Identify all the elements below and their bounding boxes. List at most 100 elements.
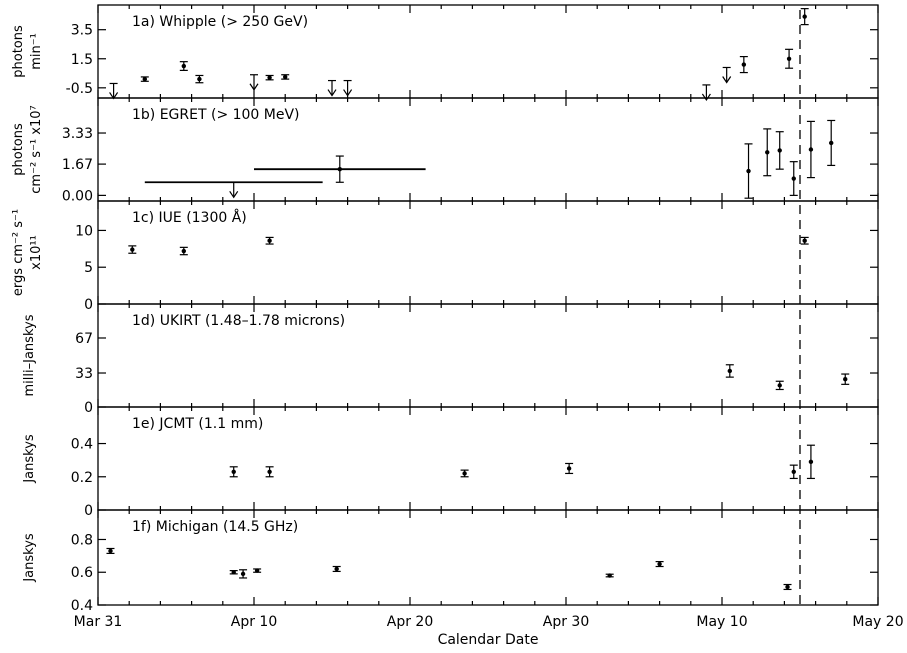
y-tick-label: 0 xyxy=(84,400,93,416)
data-point xyxy=(140,76,149,82)
panel-frame xyxy=(97,509,879,606)
y-tick-label: 0.00 xyxy=(62,188,93,204)
panel-title: 1f) Michigan (14.5 GHz) xyxy=(132,519,298,535)
x-tick-label: Apr 30 xyxy=(543,614,589,630)
point-marker xyxy=(267,75,272,80)
panel-title: 1a) Whipple (> 250 GeV) xyxy=(132,14,308,30)
point-marker xyxy=(334,566,339,572)
data-point xyxy=(806,120,815,179)
data-point xyxy=(789,161,798,196)
data-point xyxy=(655,560,664,568)
upper-limit-marker xyxy=(109,82,119,100)
upper-limit-marker xyxy=(249,74,259,91)
point-marker xyxy=(181,63,186,69)
point-marker xyxy=(142,76,147,82)
data-point xyxy=(800,8,809,26)
data-point xyxy=(179,246,188,256)
x-tick-label: May 20 xyxy=(852,614,903,630)
y-tick-label: 3.33 xyxy=(62,126,93,142)
data-point xyxy=(775,380,784,391)
data-point xyxy=(841,373,850,385)
panel-1f: 0.4 0.6 0.8 1f) Michigan (14.5 GHz) Janskys xyxy=(22,509,879,614)
x-tick-label: May 10 xyxy=(696,614,747,630)
panel-1b: 0.00 1.67 3.33 1b) EGRET (> 100 MeV) photons… xyxy=(11,97,879,204)
x-tick-label: Apr 20 xyxy=(387,614,433,630)
point-marker xyxy=(181,248,186,254)
y-tick-label: 1.5 xyxy=(71,52,93,68)
point-marker xyxy=(791,176,796,181)
y-axis-label: min⁻¹ xyxy=(29,33,44,70)
y-axis-label: cm⁻² s⁻¹ x10⁷ xyxy=(29,105,44,193)
point-marker xyxy=(808,459,814,465)
y-tick-label: 0.2 xyxy=(71,470,93,486)
data-point xyxy=(460,469,469,478)
panel-title: 1c) IUE (1300 Å) xyxy=(132,209,247,226)
limit-arrow-head xyxy=(249,83,259,91)
y-tick-label: 1.67 xyxy=(62,157,93,173)
y-tick-label: 33 xyxy=(75,366,93,382)
data-point xyxy=(739,55,748,74)
panel-1e: 0 0.2 0.4 1e) JCMT (1.1 mm) Janskys xyxy=(22,406,879,519)
point-marker xyxy=(808,147,814,152)
limit-arrow-head xyxy=(722,76,732,84)
point-marker xyxy=(197,76,202,82)
data-point xyxy=(265,466,274,478)
data-point xyxy=(565,462,574,475)
y-tick-label: 0.4 xyxy=(71,437,93,453)
data-point xyxy=(229,466,238,478)
point-marker xyxy=(843,376,848,382)
point-marker xyxy=(829,140,834,146)
y-tick-label: 0.8 xyxy=(71,532,93,548)
point-marker xyxy=(267,238,272,243)
data-point xyxy=(744,143,753,199)
y-tick-label: 5 xyxy=(84,260,93,276)
point-marker xyxy=(802,238,807,243)
point-marker xyxy=(267,469,272,474)
x-axis-title: Calendar Date xyxy=(438,632,539,648)
y-axis-label: photons xyxy=(11,25,26,78)
point-marker xyxy=(254,568,260,573)
y-tick-label: 0.4 xyxy=(71,598,93,614)
y-axis-label: ergs cm⁻² s⁻¹ xyxy=(11,209,26,296)
point-marker xyxy=(741,62,747,67)
data-point xyxy=(800,236,809,245)
point-marker xyxy=(746,168,751,174)
limit-arrow-head xyxy=(701,93,711,102)
limit-arrow-head xyxy=(343,89,353,97)
y-axis-label: x10¹¹ xyxy=(29,235,44,270)
panel-1c: 0 5 10 1c) IUE (1300 Å) ergs cm⁻² s⁻¹ x10¹¹ xyxy=(11,200,879,313)
limit-arrow-head xyxy=(229,190,239,199)
data-point xyxy=(254,155,426,183)
y-axis-label: Janskys xyxy=(22,434,37,484)
point-marker xyxy=(566,466,572,471)
point-marker xyxy=(785,584,790,590)
panel-title: 1d) UKIRT (1.48–1.78 microns) xyxy=(132,313,345,329)
point-marker xyxy=(462,471,467,476)
panel-title: 1e) JCMT (1.1 mm) xyxy=(132,416,263,432)
point-marker xyxy=(657,561,662,567)
point-marker xyxy=(786,56,792,61)
y-tick-label: 0 xyxy=(84,503,93,519)
upper-limit-marker xyxy=(144,181,323,199)
data-point xyxy=(265,236,274,245)
point-marker xyxy=(240,571,246,577)
data-point xyxy=(106,547,115,555)
data-point xyxy=(785,48,794,69)
data-point xyxy=(783,583,792,591)
data-point xyxy=(763,128,772,177)
point-marker xyxy=(231,570,236,575)
data-point xyxy=(806,444,815,480)
point-marker xyxy=(777,383,782,388)
y-axis-label: Janskys xyxy=(22,533,37,583)
y-tick-label: 3.5 xyxy=(71,23,93,39)
data-point xyxy=(827,119,836,167)
data-point xyxy=(229,570,238,575)
data-point xyxy=(239,569,248,579)
y-tick-label: 0.6 xyxy=(71,565,93,581)
data-point xyxy=(605,573,614,578)
point-marker xyxy=(777,148,782,153)
point-marker xyxy=(791,469,796,474)
data-point xyxy=(725,364,734,378)
